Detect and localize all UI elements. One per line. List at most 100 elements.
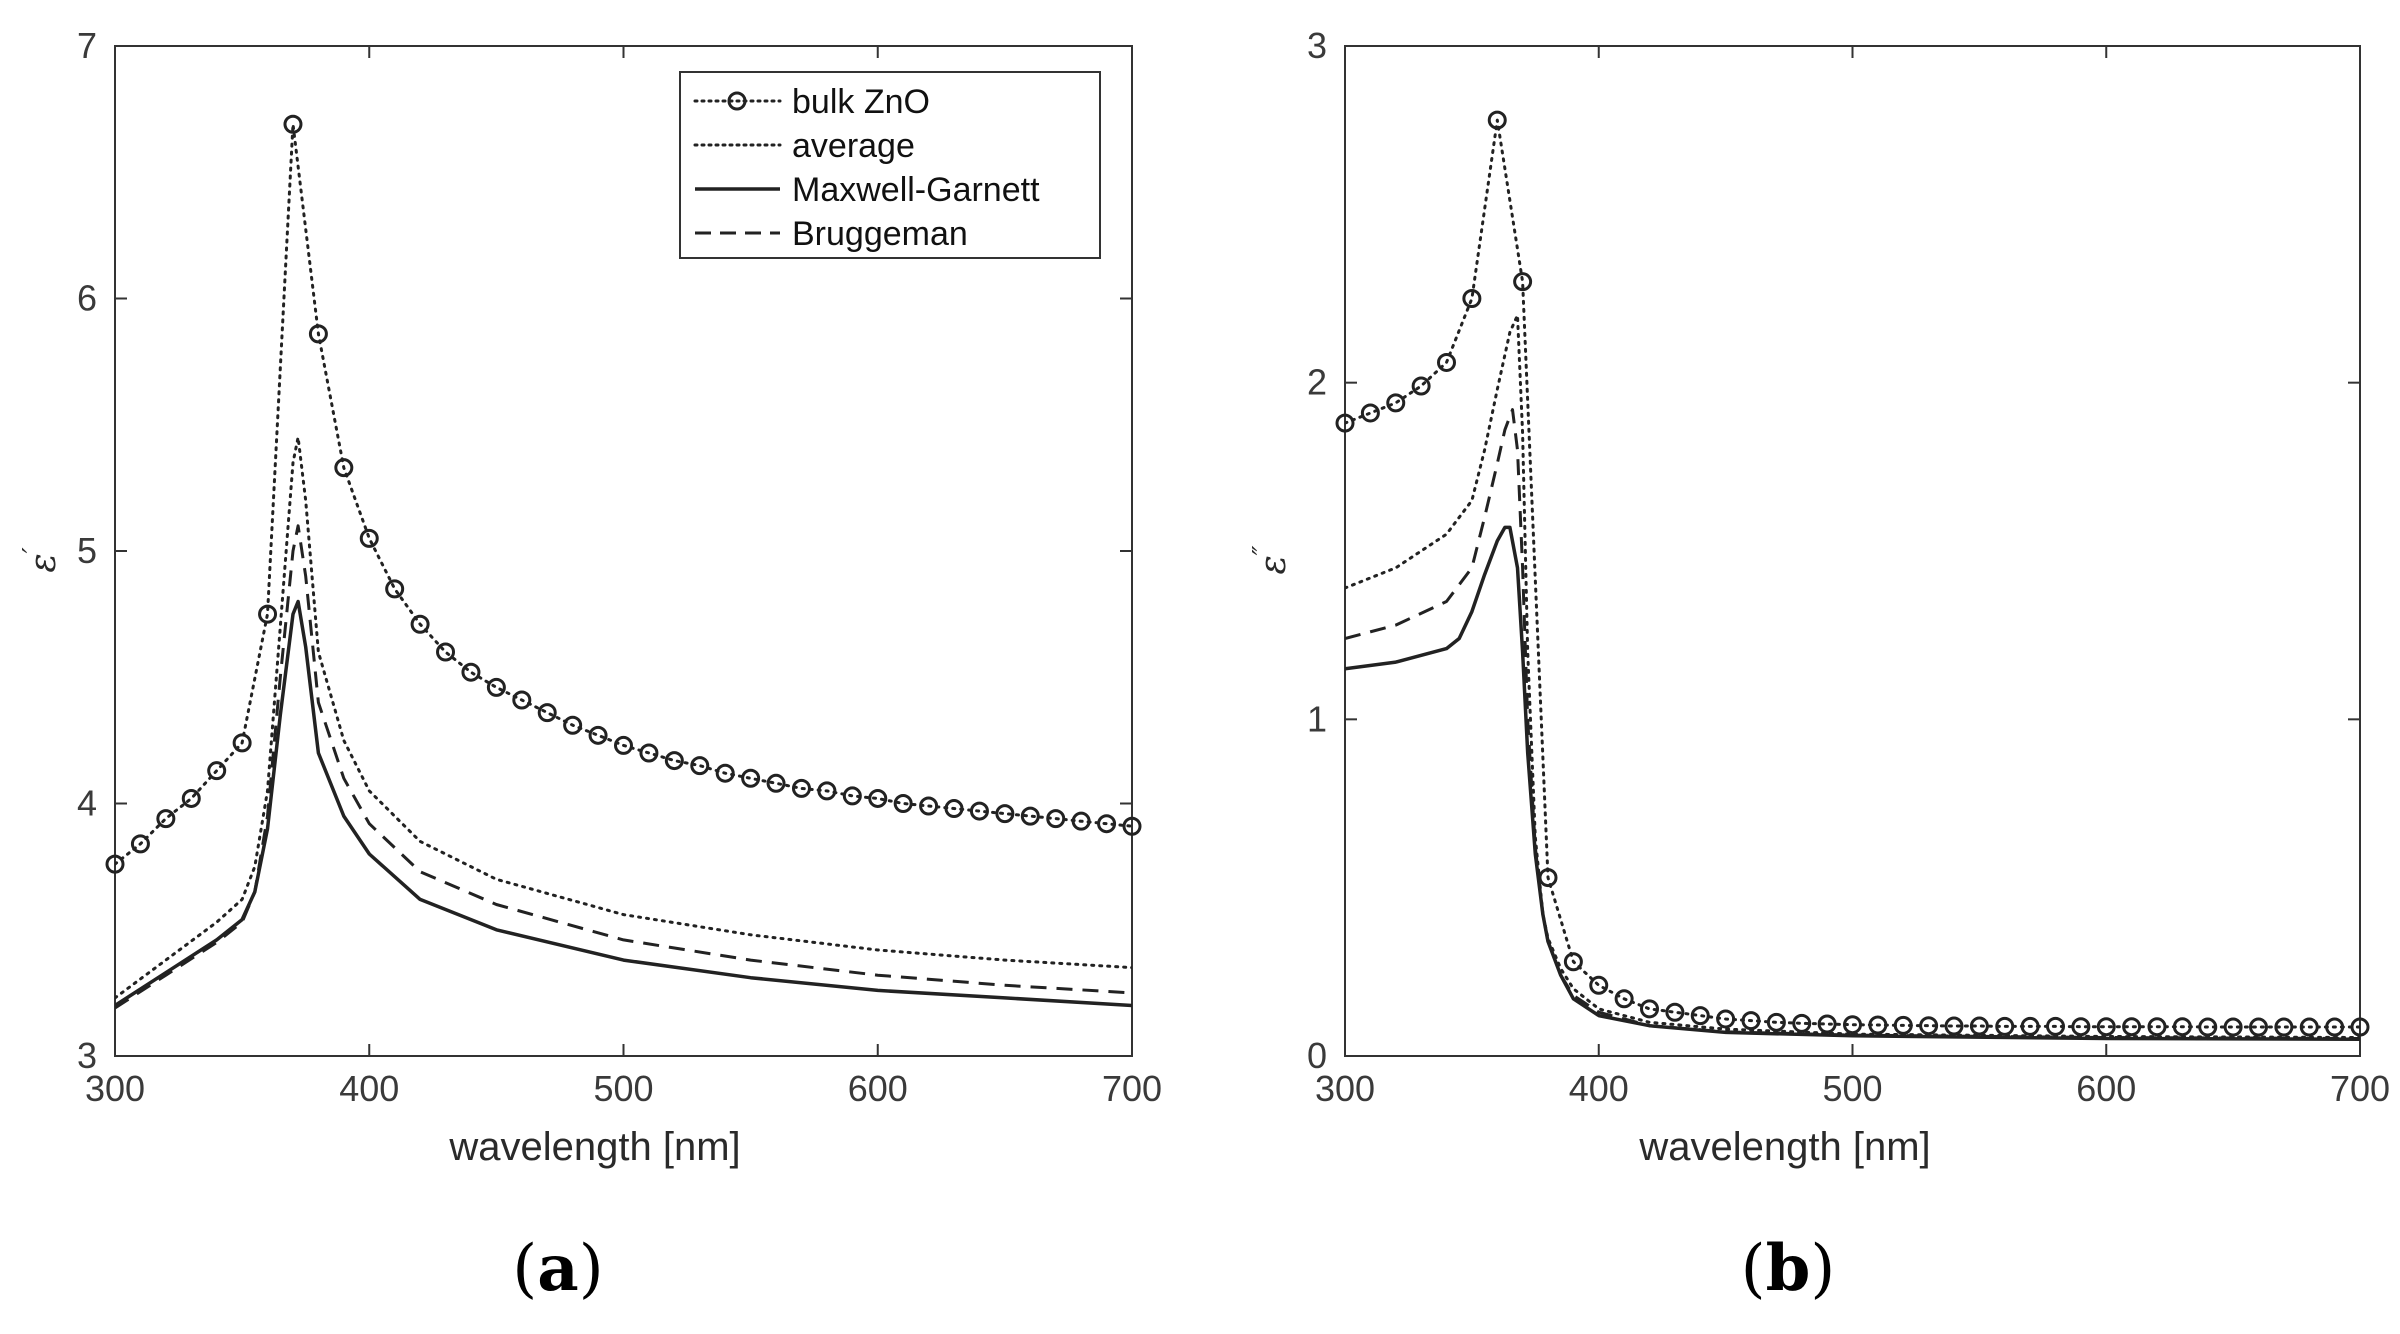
data-point-bulk-zno xyxy=(969,801,989,821)
y-axis-label-a: ε′ xyxy=(18,547,64,572)
data-point-bulk-zno xyxy=(1360,403,1380,423)
data-point-bulk-zno xyxy=(436,642,456,662)
data-point-bulk-zno xyxy=(1843,1015,1862,1035)
data-point-bulk-zno xyxy=(156,809,176,829)
data-point-bulk-zno xyxy=(181,788,201,808)
data-point-bulk-zno xyxy=(1335,413,1355,433)
data-point-bulk-zno xyxy=(359,528,379,548)
legend-entry-average: average xyxy=(693,127,915,165)
panel-label-b: (b) xyxy=(1741,1231,1836,1306)
data-point-bulk-zno xyxy=(1097,814,1117,834)
y-tick-label: 3 xyxy=(77,1035,97,1076)
legend-box xyxy=(679,71,1101,259)
data-point-bulk-zno xyxy=(1513,272,1533,292)
y-axis-label-b: ε″ xyxy=(1248,545,1294,574)
data-point-bulk-zno xyxy=(385,579,405,599)
data-point-bulk-zno xyxy=(1386,393,1406,413)
legend-marker-circle xyxy=(727,91,747,111)
data-point-bulk-zno xyxy=(868,788,888,808)
data-point-bulk-zno xyxy=(283,114,303,134)
data-point-bulk-zno xyxy=(1487,110,1507,130)
x-tick-label: 500 xyxy=(1822,1068,1882,1109)
x-tick-label: 500 xyxy=(593,1068,653,1109)
plot-area-b: 300 400 500 600 700 0 1 2 3 xyxy=(1307,25,2390,1109)
data-point-bulk-zno xyxy=(1995,1016,2015,1036)
data-point-bulk-zno xyxy=(105,854,125,874)
data-point-bulk-zno xyxy=(232,733,252,753)
data-point-bulk-zno xyxy=(2350,1017,2370,1037)
data-point-bulk-zno xyxy=(461,662,481,682)
data-point-bulk-zno xyxy=(563,715,583,735)
series-line-bruggeman xyxy=(115,524,1132,1010)
y-tick-label: 7 xyxy=(77,25,97,66)
data-point-bulk-zno xyxy=(1969,1016,1989,1036)
x-tick-label: 600 xyxy=(848,1068,908,1109)
data-point-bulk-zno xyxy=(588,725,608,745)
data-point-bulk-zno xyxy=(2274,1017,2294,1037)
data-point-bulk-zno xyxy=(1817,1014,1837,1034)
data-point-bulk-zno xyxy=(512,690,532,710)
data-point-bulk-zno xyxy=(2172,1017,2192,1037)
data-point-bulk-zno xyxy=(817,781,837,801)
x-tick-label: 700 xyxy=(1102,1068,1162,1109)
x-tick-label: 400 xyxy=(339,1068,399,1109)
data-point-bulk-zno xyxy=(919,796,939,816)
data-point-bulk-zno xyxy=(690,756,710,776)
x-tick-label: 300 xyxy=(85,1068,145,1109)
data-point-bulk-zno xyxy=(130,834,150,854)
data-point-bulk-zno xyxy=(2223,1017,2243,1037)
data-point-bulk-zno xyxy=(664,751,684,771)
data-point-bulk-zno xyxy=(2198,1017,2218,1037)
y-tick-label: 1 xyxy=(1307,698,1327,739)
series-line-bulk-zno xyxy=(1345,118,2360,1029)
data-point-bulk-zno xyxy=(614,735,633,755)
data-point-bulk-zno xyxy=(1690,1006,1710,1026)
data-point-bulk-zno xyxy=(308,324,328,344)
data-point-bulk-zno xyxy=(2299,1017,2319,1037)
legend-entry-bruggeman: Bruggeman xyxy=(695,215,968,253)
y-tick-label: 6 xyxy=(77,278,97,319)
legend-label-bulk-zno: bulk ZnO xyxy=(792,83,930,121)
x-tick-label: 600 xyxy=(2076,1068,2136,1109)
plot-area-a: 300 400 500 600 700 3 4 5 6 7 xyxy=(77,25,1162,1109)
data-point-bulk-zno xyxy=(791,778,811,798)
data-point-bulk-zno xyxy=(842,786,862,806)
series-line-average xyxy=(115,435,1132,1000)
data-point-bulk-zno xyxy=(2147,1017,2167,1037)
data-point-bulk-zno xyxy=(1071,811,1091,831)
data-point-bulk-zno xyxy=(2325,1017,2345,1037)
legend: bulk ZnO average Maxwell-Garnett Bruggem… xyxy=(679,71,1101,259)
data-point-bulk-zno xyxy=(741,768,761,788)
data-point-bulk-zno xyxy=(1411,376,1431,396)
data-point-bulk-zno xyxy=(2122,1017,2142,1037)
data-point-bulk-zno xyxy=(2046,1016,2065,1036)
y-tick-label: 2 xyxy=(1307,362,1327,403)
data-point-bulk-zno xyxy=(893,794,913,813)
data-point-bulk-zno xyxy=(2096,1017,2116,1037)
data-point-bulk-zno xyxy=(486,677,506,697)
data-point-bulk-zno xyxy=(715,763,735,783)
data-point-bulk-zno xyxy=(2249,1017,2268,1037)
y-tick-label: 0 xyxy=(1307,1035,1327,1076)
x-axis-label-a: wavelength [nm] xyxy=(448,1125,740,1169)
x-tick-label: 400 xyxy=(1569,1068,1629,1109)
data-point-bulk-zno xyxy=(1122,816,1142,836)
data-point-bulk-zno xyxy=(1614,989,1634,1009)
data-point-bulk-zno xyxy=(1589,975,1609,995)
data-point-bulk-zno xyxy=(1665,1002,1685,1022)
series-line-bruggeman xyxy=(1345,408,2360,1040)
y-tick-label: 3 xyxy=(1307,25,1327,66)
data-point-bulk-zno xyxy=(1716,1009,1736,1029)
data-point-bulk-zno xyxy=(1020,806,1040,826)
panel-b: 300 400 500 600 700 0 1 2 3 wavelength [nm] ε″ (… xyxy=(1248,25,2390,1306)
legend-label-bruggeman: Bruggeman xyxy=(792,215,968,253)
x-tick-label: 700 xyxy=(2330,1068,2390,1109)
y-tick-label: 5 xyxy=(77,530,97,571)
axes-box-b xyxy=(1344,45,2361,1057)
data-point-bulk-zno xyxy=(1437,352,1456,372)
legend-entry-bulk-zno: bulk ZnO xyxy=(693,83,930,121)
data-point-bulk-zno xyxy=(1563,952,1583,972)
x-tick-label: 300 xyxy=(1315,1068,1375,1109)
